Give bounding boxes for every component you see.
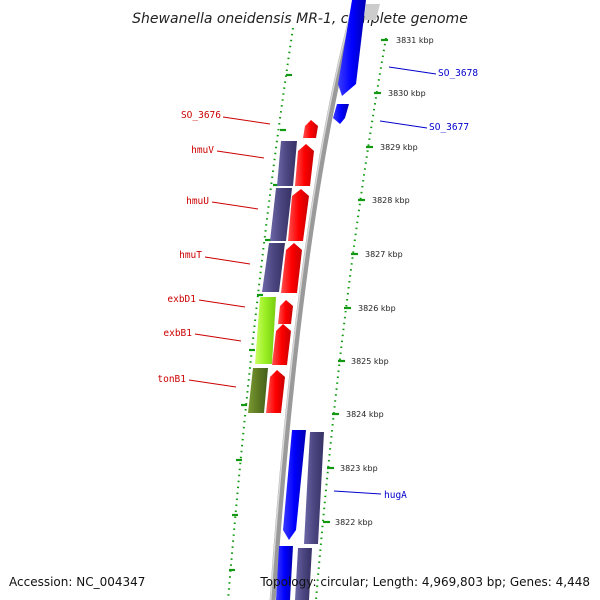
gene-hugA-blue[interactable]	[283, 430, 306, 540]
gene-hmuT[interactable]	[262, 243, 285, 292]
gene-bottom-slate[interactable]	[295, 548, 312, 600]
accession-text: Accession: NC_004347	[9, 575, 145, 589]
gene-faded-top	[364, 4, 380, 20]
left-gene-labels: SO_3676 hmuV hmuU hmuT exbD1 exbB1 tonB1	[157, 110, 271, 388]
gene-tonB1-red[interactable]	[266, 370, 285, 413]
map-title: Shewanella oneidensis MR-1, complete gen…	[132, 11, 468, 27]
kbp-label: 3829 kbp	[380, 143, 418, 152]
gene-SO_3676[interactable]	[303, 120, 318, 138]
gene-hugA[interactable]	[304, 432, 324, 544]
label-SO_3677[interactable]: SO_3677	[429, 122, 469, 133]
kbp-label: 3827 kbp	[365, 250, 403, 259]
genome-backbone	[269, 0, 360, 600]
label-exbB1[interactable]: exbB1	[163, 328, 192, 339]
label-exbD1[interactable]: exbD1	[167, 294, 196, 305]
label-hugA[interactable]: hugA	[384, 490, 407, 501]
gene-hmuV[interactable]	[277, 141, 297, 186]
gene-SO_3677[interactable]	[333, 104, 349, 124]
label-SO_3678[interactable]: SO_3678	[438, 68, 478, 79]
genome-backbone-highlight	[269, 0, 356, 600]
kbp-label: 3825 kbp	[351, 357, 389, 366]
gene-hmuV-red[interactable]	[295, 144, 314, 186]
gene-exbB1-red[interactable]	[272, 324, 291, 365]
inner-dotted-ring	[227, 27, 294, 600]
label-tonB1[interactable]: tonB1	[157, 374, 186, 385]
kbp-label: 3823 kbp	[340, 464, 378, 473]
kbp-label: 3824 kbp	[346, 410, 384, 419]
label-SO_3676[interactable]: SO_3676	[181, 110, 221, 121]
label-hmuV[interactable]: hmuV	[191, 145, 214, 156]
label-hmuU[interactable]: hmuU	[186, 196, 209, 207]
gene-hmuU-red[interactable]	[288, 189, 309, 241]
kbp-label: 3830 kbp	[388, 89, 426, 98]
kbp-label: 3828 kbp	[372, 196, 410, 205]
topology-text: Topology: circular; Length: 4,969,803 bp…	[259, 575, 590, 589]
kbp-label: 3831 kbp	[396, 36, 434, 45]
gene-exbD1-red[interactable]	[278, 300, 293, 324]
kbp-scale: 3831 kbp 3830 kbp 3829 kbp 3828 kbp 3827…	[335, 36, 434, 527]
gene-hmuT-red[interactable]	[281, 243, 302, 293]
kbp-label: 3822 kbp	[335, 518, 373, 527]
outer-major-ticks	[323, 38, 388, 524]
right-gene-labels: SO_3678 SO_3677 hugA	[333, 66, 478, 501]
gene-tonB1[interactable]	[248, 368, 268, 413]
kbp-label: 3826 kbp	[358, 304, 396, 313]
gene-SO_3678[interactable]	[338, 0, 366, 96]
label-hmuT[interactable]: hmuT	[179, 250, 202, 261]
outer-dotted-ring	[315, 37, 387, 600]
gene-hmuU[interactable]	[270, 188, 292, 241]
gene-bottom-blue[interactable]	[276, 546, 293, 600]
inner-major-ticks	[229, 73, 292, 572]
gene-exbD1-exbB1[interactable]	[255, 297, 276, 364]
